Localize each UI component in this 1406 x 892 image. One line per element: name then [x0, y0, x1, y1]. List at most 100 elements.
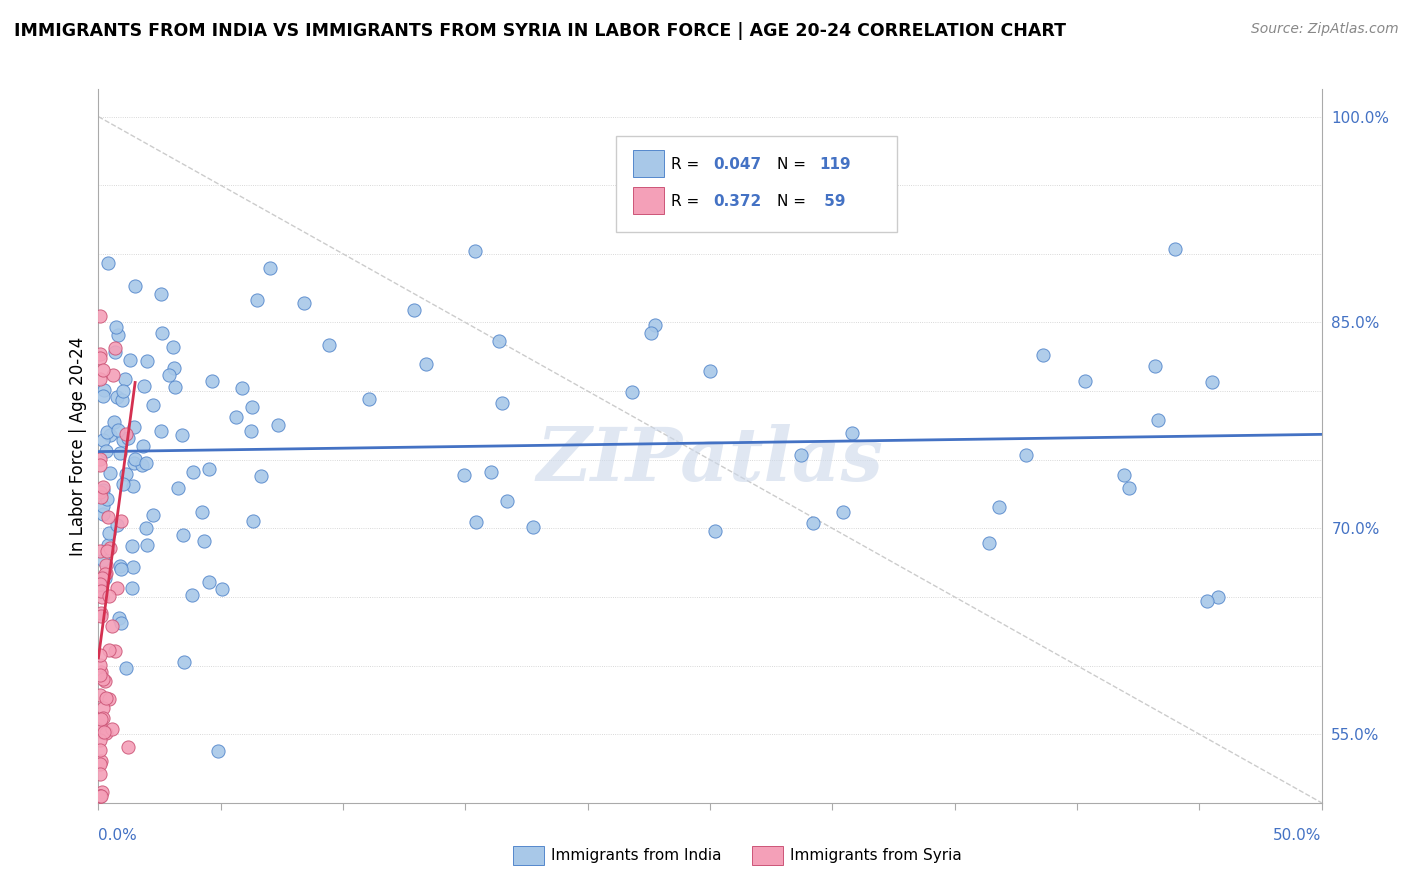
- Point: [89, 372, 111, 386]
- Point: [89, 451, 111, 466]
- Point: [97, 256, 120, 270]
- Point: [89, 484, 111, 499]
- Point: [703, 524, 725, 538]
- Point: [104, 345, 127, 359]
- Point: [122, 479, 145, 493]
- Point: [96, 544, 118, 558]
- Point: [97, 538, 120, 552]
- Text: 0.047: 0.047: [714, 157, 762, 171]
- Point: [110, 514, 132, 528]
- Point: [97, 589, 120, 603]
- Point: [89, 648, 111, 662]
- Point: [198, 461, 221, 475]
- Point: [121, 581, 143, 595]
- Point: [117, 431, 139, 445]
- Point: [162, 340, 184, 354]
- Point: [111, 434, 134, 448]
- Point: [114, 372, 136, 386]
- Point: [135, 539, 157, 553]
- Point: [105, 581, 128, 595]
- Point: [91, 672, 114, 686]
- FancyBboxPatch shape: [616, 136, 897, 232]
- Point: [90, 712, 112, 726]
- Point: [225, 409, 247, 424]
- Point: [149, 287, 172, 301]
- Point: [90, 789, 112, 803]
- Point: [91, 553, 114, 567]
- Point: [93, 725, 115, 739]
- Point: [415, 357, 437, 371]
- Point: [101, 368, 124, 383]
- Point: [464, 244, 486, 259]
- Point: [131, 458, 153, 472]
- Point: [620, 385, 643, 400]
- Point: [115, 467, 138, 481]
- Point: [90, 665, 112, 679]
- Point: [104, 341, 127, 355]
- Text: 119: 119: [818, 157, 851, 171]
- Point: [207, 744, 229, 758]
- Point: [103, 415, 125, 429]
- Point: [640, 326, 662, 341]
- Point: [91, 389, 114, 403]
- Point: [135, 354, 157, 368]
- Point: [94, 571, 117, 585]
- Point: [173, 528, 195, 542]
- Point: [118, 352, 141, 367]
- Point: [181, 588, 204, 602]
- Point: [249, 469, 271, 483]
- Point: [198, 574, 221, 589]
- Point: [105, 390, 128, 404]
- Point: [89, 742, 111, 756]
- Point: [105, 319, 128, 334]
- Text: 0.372: 0.372: [714, 194, 762, 209]
- Text: N =: N =: [778, 194, 811, 209]
- Point: [1206, 590, 1229, 604]
- Point: [108, 559, 131, 574]
- Point: [357, 392, 380, 406]
- Point: [124, 456, 146, 470]
- Point: [165, 380, 187, 394]
- Point: [100, 619, 122, 633]
- Point: [111, 393, 134, 408]
- Point: [150, 326, 173, 341]
- Point: [91, 571, 114, 585]
- Point: [94, 691, 117, 706]
- FancyBboxPatch shape: [633, 187, 664, 214]
- Point: [1015, 448, 1038, 462]
- Point: [790, 448, 813, 462]
- Point: [91, 480, 114, 494]
- Point: [91, 483, 114, 497]
- Point: [112, 384, 135, 398]
- Text: Source: ZipAtlas.com: Source: ZipAtlas.com: [1251, 22, 1399, 37]
- Point: [131, 440, 153, 454]
- Point: [1074, 374, 1097, 388]
- Point: [89, 668, 111, 682]
- Point: [1032, 348, 1054, 362]
- Point: [89, 789, 111, 803]
- Point: [90, 491, 112, 505]
- Point: [242, 514, 264, 528]
- Point: [90, 608, 112, 623]
- Point: [91, 499, 114, 513]
- Point: [201, 374, 224, 388]
- Text: 50.0%: 50.0%: [1274, 828, 1322, 843]
- Point: [94, 566, 117, 581]
- Point: [98, 428, 121, 442]
- Point: [90, 785, 112, 799]
- Point: [89, 718, 111, 732]
- Text: IMMIGRANTS FROM INDIA VS IMMIGRANTS FROM SYRIA IN LABOR FORCE | AGE 20-24 CORREL: IMMIGRANTS FROM INDIA VS IMMIGRANTS FROM…: [14, 22, 1066, 40]
- Point: [110, 616, 132, 631]
- Point: [90, 755, 112, 769]
- Point: [240, 400, 263, 414]
- Point: [91, 711, 114, 725]
- Point: [115, 661, 138, 675]
- Point: [464, 515, 486, 529]
- Point: [1147, 413, 1170, 427]
- Point: [101, 722, 124, 736]
- Point: [96, 566, 118, 580]
- Point: [90, 590, 112, 604]
- Point: [89, 657, 111, 672]
- Point: [163, 360, 186, 375]
- Point: [522, 520, 544, 534]
